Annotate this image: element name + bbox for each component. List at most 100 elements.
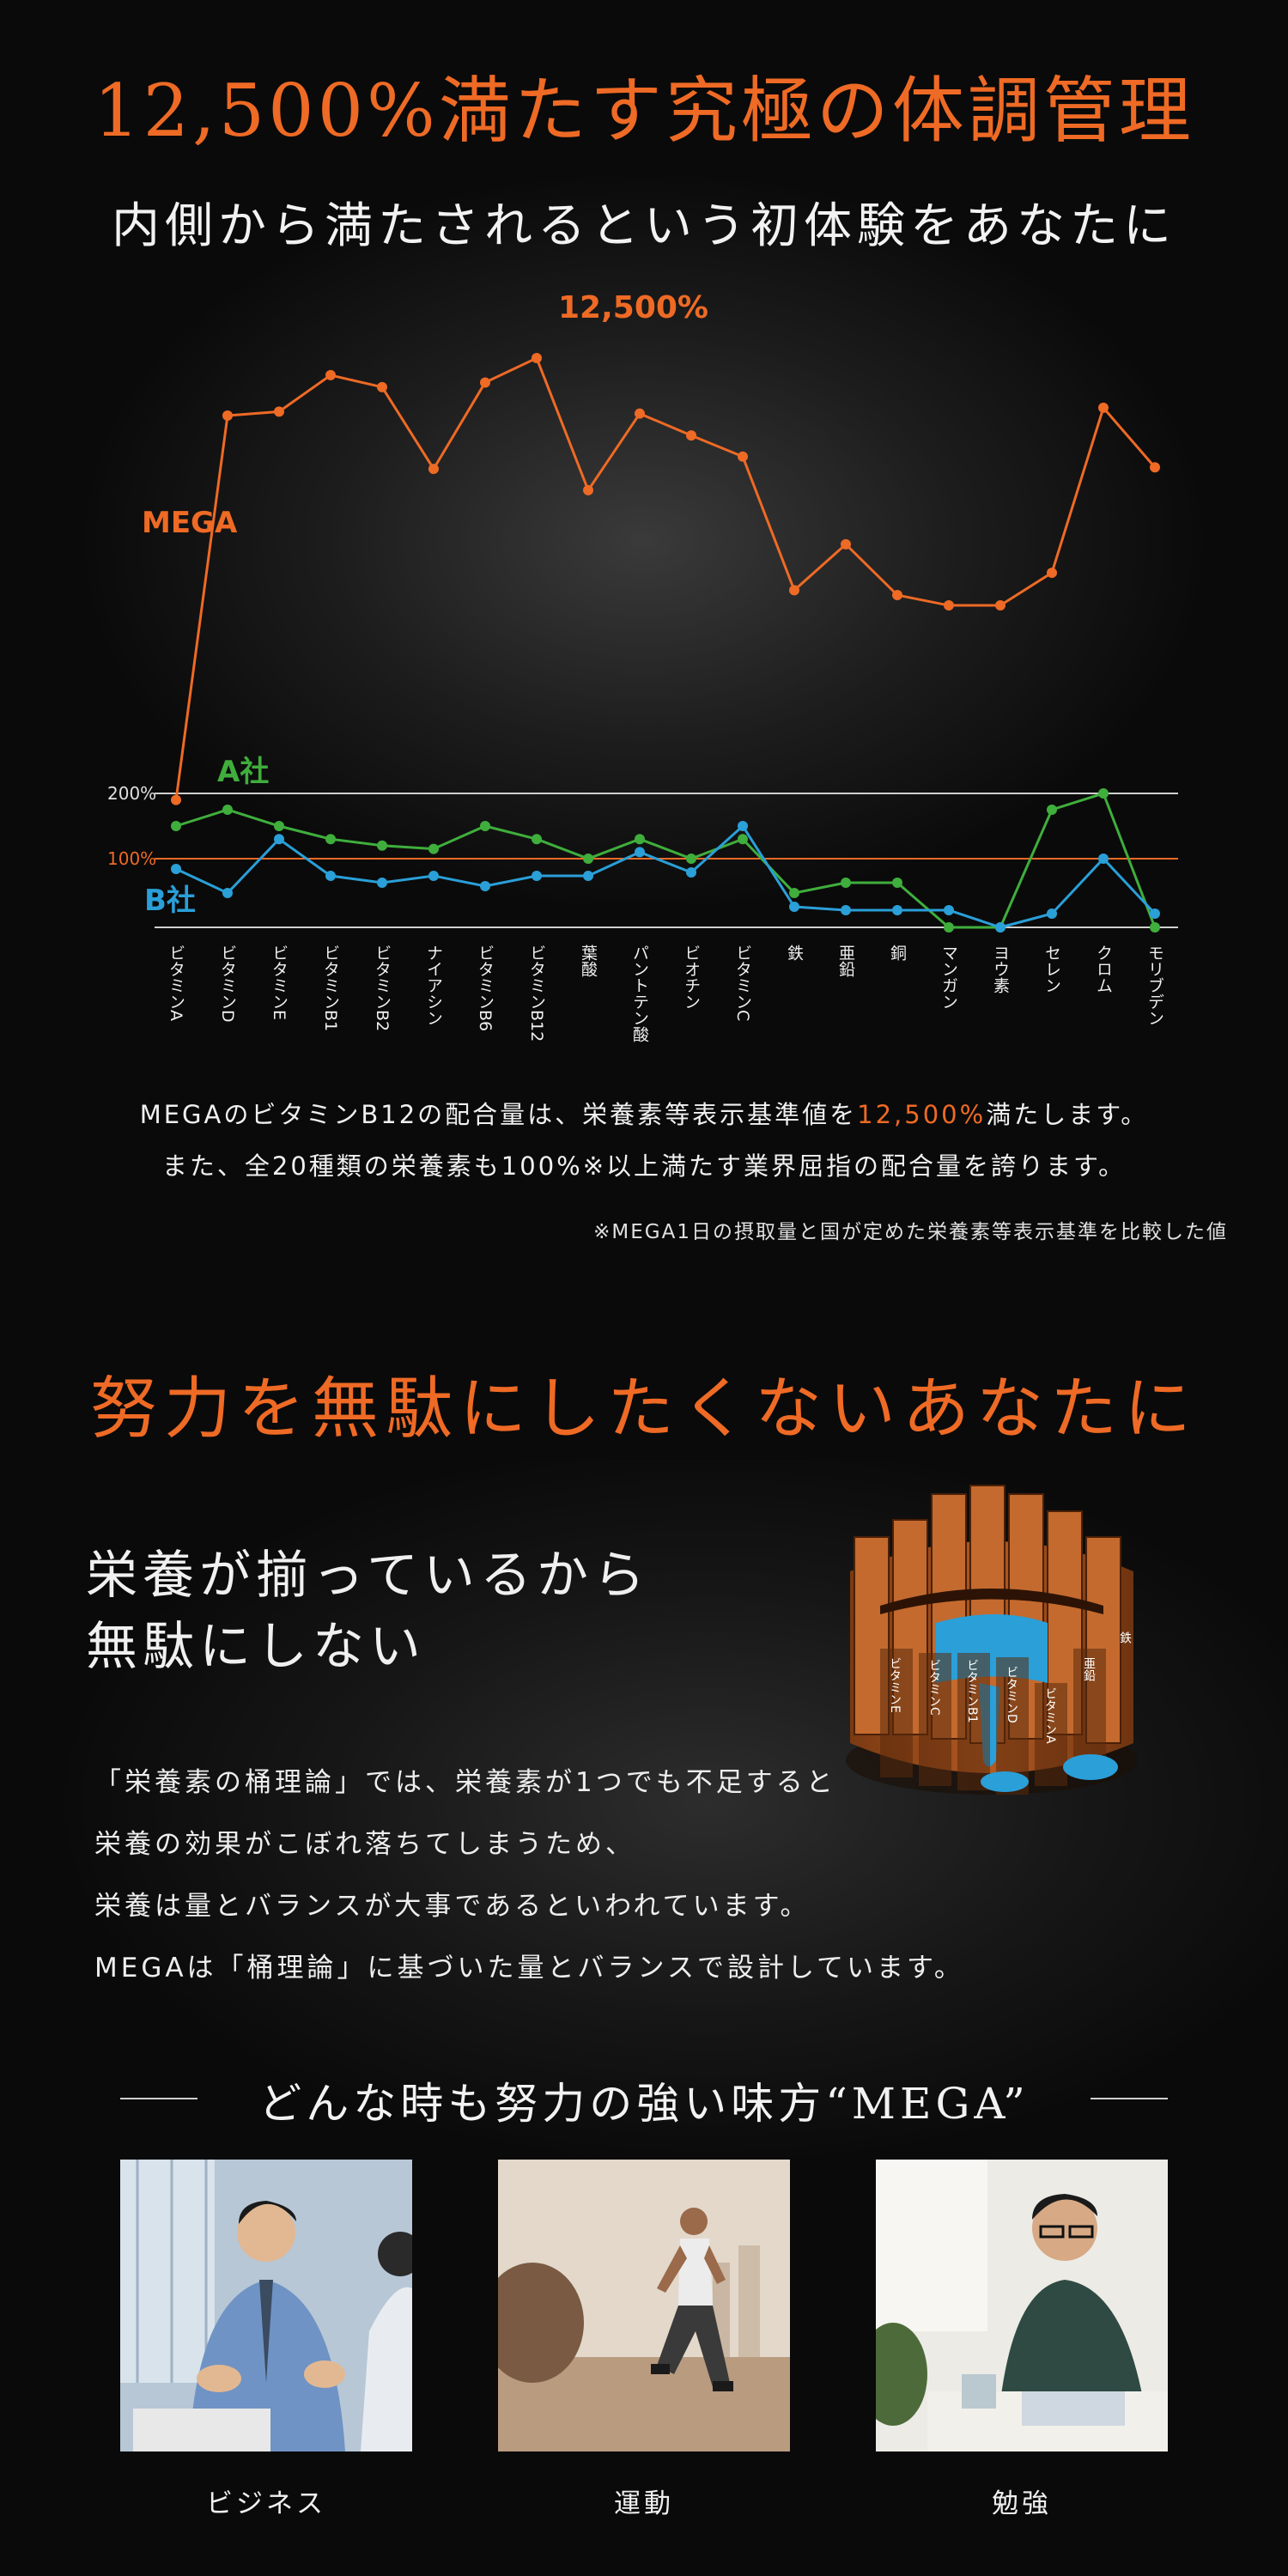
x-tick-label: ビタミンD — [218, 945, 237, 1023]
barrel-stave-label: 亜鉛 — [1082, 1657, 1096, 1681]
data-point — [1150, 908, 1160, 919]
data-point — [995, 600, 1005, 611]
data-point — [377, 381, 387, 392]
barrel-stave-label: ビタミンD — [1005, 1666, 1018, 1723]
data-point — [428, 871, 439, 881]
data-point — [944, 600, 954, 611]
theory-line-3: 栄養は量とバランスが大事であるといわれています。 — [94, 1891, 811, 1922]
data-point — [789, 888, 799, 898]
data-point — [944, 922, 954, 933]
data-point — [480, 377, 490, 388]
data-point — [171, 821, 181, 831]
data-point — [325, 871, 336, 881]
data-point — [274, 821, 284, 831]
description-line-2: また、全20種類の栄養素も100%※以上満たす業界屈指の配合量を誇ります。 — [161, 1151, 1127, 1181]
data-point — [892, 590, 902, 601]
series-label: B社 — [144, 884, 196, 918]
barrel-stave-label: ビタミンC — [927, 1659, 941, 1716]
data-point — [428, 464, 439, 475]
x-tick-label: ビタミンB12 — [527, 945, 546, 1042]
data-point — [686, 867, 696, 878]
description-text-c: 満たします。 — [986, 1100, 1149, 1129]
x-tick-label: ビオチン — [682, 945, 701, 1010]
tagline: どんな時も努力の強い味方“MEGA” — [258, 2079, 1030, 2129]
theory-line-2: 栄養の効果がこぼれ落ちてしまうため、 — [94, 1829, 635, 1860]
data-point — [171, 794, 181, 805]
x-tick-label: ヨウ素 — [991, 945, 1010, 993]
x-tick-label: 葉酸 — [579, 945, 598, 977]
barrel-stave-label: ビタミンA — [1043, 1687, 1057, 1744]
barrel-theory-illustration: ビタミンE ビタミンC ビタミンB1 ビタミンD ビタミンA 亜鉛 鉄 — [846, 1485, 1138, 1795]
data-point — [532, 353, 542, 364]
data-point — [841, 878, 851, 888]
x-tick-label: 鉄 — [785, 945, 804, 961]
study-photo — [876, 2160, 1168, 2451]
tagline-rule-right — [1091, 2098, 1168, 2099]
x-tick-label: マンガン — [939, 945, 958, 1010]
y-tick-label: 200% — [107, 783, 156, 804]
x-tick-label: パントテン酸 — [630, 945, 649, 1042]
barrel-stave-label: ビタミンE — [888, 1657, 902, 1713]
barrel-stave-label: 鉄 — [1118, 1631, 1132, 1643]
data-point — [325, 369, 336, 380]
data-point — [686, 430, 696, 441]
series-line-0 — [174, 356, 1157, 800]
data-point — [480, 821, 490, 831]
theory-line-1: 「栄養素の桶理論」では、栄養素が1つでも不足すると — [94, 1767, 836, 1798]
data-point — [377, 878, 387, 888]
description-text-a: MEGAのビタミンB12の配合量は、栄養素等表示基準値を — [139, 1100, 858, 1129]
series-label: A社 — [217, 755, 269, 789]
series-line-1 — [175, 792, 1157, 929]
x-tick-label: ナイアシン — [424, 945, 443, 1026]
nutrient-comparison-chart: 12,500% 200% 100% MEGA A社 B社 ビタミンA ビタミンD ビタミン… — [107, 290, 1178, 1042]
x-tick-label: セレン — [1042, 945, 1061, 993]
data-point — [583, 871, 593, 881]
data-point — [738, 821, 748, 831]
barrel-stave-label: ビタミンB1 — [965, 1659, 979, 1723]
series-label: MEGA — [142, 506, 238, 540]
data-point — [738, 451, 748, 462]
data-point — [789, 902, 799, 912]
data-point — [944, 905, 954, 915]
data-point — [222, 805, 233, 815]
data-point — [841, 538, 851, 550]
data-point — [222, 410, 233, 422]
theory-line-4: MEGAは「桶理論」に基づいた量とバランスで設計しています。 — [94, 1953, 964, 1984]
data-point — [892, 878, 902, 888]
description-line-1: MEGAのビタミンB12の配合量は、栄養素等表示基準値を12,500%満たします… — [0, 1092, 1288, 1137]
x-tick-label: 亜鉛 — [836, 945, 855, 977]
data-point — [635, 408, 645, 419]
x-tick-label: ビタミンB2 — [373, 945, 392, 1031]
tagline-rule-left — [120, 2098, 197, 2099]
x-tick-label: クロム — [1094, 945, 1113, 993]
x-tick-label: 銅 — [888, 945, 907, 961]
data-point — [274, 834, 284, 845]
running-photo — [498, 2160, 790, 2451]
data-point — [841, 905, 851, 915]
y-tick-label: 100% — [107, 848, 156, 869]
data-point — [635, 834, 645, 845]
footnote: ※MEGA1日の摂取量と国が定めた栄養素等表示基準を比較した値 — [593, 1221, 1228, 1243]
background-glow-top — [0, 129, 1288, 1159]
data-point — [428, 843, 439, 854]
peak-label: 12,500% — [558, 290, 708, 325]
data-point — [274, 406, 284, 417]
data-point — [738, 834, 748, 845]
data-point — [325, 834, 336, 845]
data-point — [480, 881, 490, 891]
business-photo — [120, 2160, 412, 2451]
section2-title: 努力を無駄にしたくないあなたに — [89, 1370, 1198, 1448]
data-point — [1098, 788, 1109, 799]
x-tick-label: ビタミンE — [270, 945, 289, 1020]
x-tick-label: ビタミンB1 — [321, 945, 340, 1031]
data-point — [1047, 908, 1057, 919]
data-point — [1098, 402, 1109, 413]
data-point — [532, 834, 542, 845]
data-point — [635, 847, 645, 858]
hero-title: 12,500%満たす究極の体調管理 — [94, 69, 1194, 153]
description-highlight: 12,500% — [857, 1100, 987, 1129]
data-point — [1150, 462, 1160, 473]
data-point — [686, 854, 696, 864]
x-tick-label: ビタミンC — [733, 945, 752, 1022]
section2-heading-line2: 無駄にしない — [86, 1617, 426, 1677]
